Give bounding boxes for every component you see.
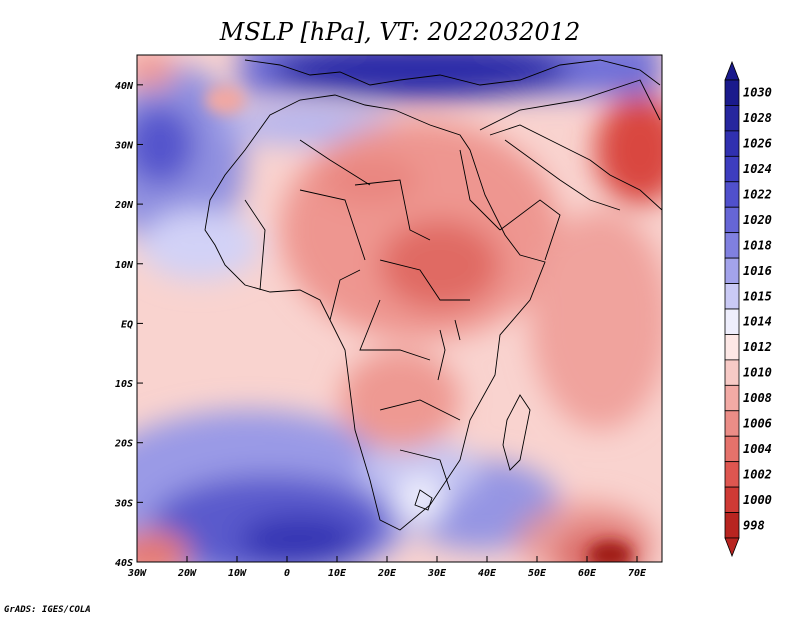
- coastline-boundaries: [204, 59, 662, 531]
- colorbar-label: 1010: [743, 366, 772, 380]
- colorbar-swatch: [724, 461, 740, 488]
- colorbar-label: 1020: [743, 213, 772, 227]
- latitude-axis: 40N 30N 20N 10N EQ 10S 20S 30S 40S: [114, 81, 143, 569]
- lon-tick-label: 30E: [427, 568, 447, 579]
- colorbar-swatch: [724, 384, 740, 412]
- grads-credit: GrADS: IGES/COLA: [4, 605, 91, 615]
- colorbar-swatch: [724, 359, 740, 386]
- colorbar-label: 1022: [743, 188, 772, 202]
- pressure-field: [137, 55, 662, 562]
- lon-tick-label: 10W: [228, 568, 247, 579]
- colorbar-label: 1016: [743, 264, 772, 278]
- lat-tick-label: 10S: [115, 379, 133, 390]
- lon-tick-label: 10E: [328, 568, 347, 579]
- colorbar-label: 1004: [743, 442, 772, 456]
- lon-tick-label: 20E: [377, 568, 397, 579]
- colorbar-top-arrow: [724, 60, 740, 81]
- colorbar-swatch: [724, 410, 740, 437]
- colorbar-swatch: [724, 155, 740, 183]
- lon-tick-label: 70E: [628, 568, 647, 579]
- lat-tick-label: 30N: [114, 140, 134, 151]
- colorbar-swatch: [724, 105, 740, 132]
- lat-tick-label: EQ: [121, 319, 133, 330]
- lon-tick-label: 0: [284, 568, 290, 579]
- colorbar: 1030 1028 1026 1024 1022 1020 1018 1016 1015 1014…: [724, 60, 772, 558]
- colorbar-swatch: [724, 181, 740, 208]
- colorbar-bottom-arrow: [724, 537, 740, 558]
- colorbar-label: 1026: [743, 137, 772, 151]
- colorbar-label: 1008: [743, 391, 772, 405]
- colorbar-label: 998: [743, 518, 765, 532]
- lat-tick-label: 30S: [114, 498, 133, 509]
- colorbar-swatch: [724, 308, 740, 335]
- lon-tick-label: 40E: [478, 568, 497, 579]
- colorbar-label: 1015: [743, 289, 772, 303]
- map-title: MSLP [hPa], VT: 2022032012: [219, 18, 580, 46]
- colorbar-swatch: [724, 206, 740, 234]
- colorbar-label: 1028: [743, 111, 772, 125]
- lon-tick-label: 30W: [127, 568, 147, 579]
- colorbar-swatch: [724, 79, 740, 106]
- lat-tick-label: 40S: [115, 558, 133, 569]
- colorbar-swatch: [724, 512, 740, 539]
- lat-tick-label: 20N: [114, 200, 134, 211]
- colorbar-swatch: [724, 257, 740, 284]
- colorbar-swatch: [724, 283, 740, 310]
- colorbar-swatch: [724, 232, 740, 259]
- map-frame: [136, 54, 663, 563]
- colorbar-label: 1014: [743, 315, 772, 329]
- colorbar-label: 1030: [743, 86, 772, 100]
- lat-tick-label: 40N: [115, 81, 134, 92]
- colorbar-swatch: [724, 435, 740, 463]
- lon-tick-label: 50E: [528, 568, 547, 579]
- colorbar-label: 1024: [743, 162, 772, 176]
- colorbar-swatch: [724, 334, 740, 361]
- colorbar-swatch: [724, 130, 740, 157]
- lat-tick-label: 20S: [114, 439, 133, 450]
- lat-tick-label: 10N: [115, 260, 134, 271]
- lon-tick-label: 60E: [578, 568, 597, 579]
- colorbar-label: 1000: [743, 493, 772, 507]
- longitude-axis: 30W 20W 10W 0 10E 20E 30E 40E 50E 60E 70E: [127, 556, 647, 579]
- colorbar-label: 1002: [743, 467, 772, 481]
- colorbar-label: 1018: [743, 238, 772, 252]
- colorbar-label: 1006: [743, 417, 772, 431]
- colorbar-label: 1012: [743, 340, 772, 354]
- colorbar-swatch: [724, 486, 740, 513]
- lon-tick-label: 20W: [177, 568, 197, 579]
